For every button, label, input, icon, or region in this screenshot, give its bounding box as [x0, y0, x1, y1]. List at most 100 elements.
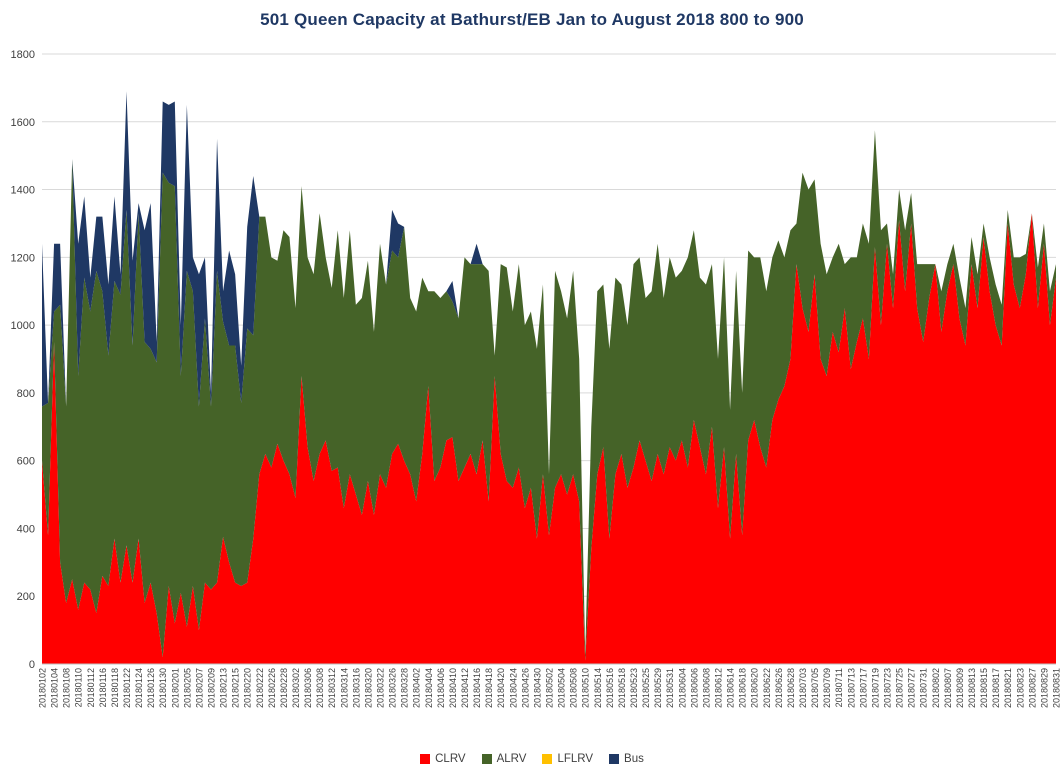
x-tick-label: 20180709 — [822, 668, 832, 708]
legend-label-clrv: CLRV — [435, 753, 466, 765]
x-tick-label: 20180504 — [557, 668, 567, 708]
legend-item-lflrv: LFLRV — [542, 753, 593, 765]
x-tick-label: 20180116 — [98, 668, 108, 707]
x-tick-label: 20180831 — [1052, 668, 1062, 708]
x-tick-label: 20180731 — [919, 668, 929, 708]
x-tick-label: 20180402 — [412, 668, 422, 708]
x-tick-label: 20180306 — [303, 668, 313, 708]
x-tick-label: 20180502 — [545, 668, 555, 708]
x-tick-label: 20180122 — [122, 668, 132, 708]
y-tick-label: 1200 — [11, 252, 35, 264]
x-tick-label: 20180328 — [400, 668, 410, 708]
x-tick-label: 20180108 — [62, 668, 72, 708]
x-tick-label: 20180118 — [110, 668, 120, 707]
chart-title: 501 Queen Capacity at Bathurst/EB Jan to… — [260, 10, 804, 29]
x-tick-label: 20180813 — [967, 668, 977, 708]
y-tick-label: 1800 — [11, 49, 35, 61]
x-tick-label: 20180723 — [883, 668, 893, 708]
x-tick-label: 20180516 — [605, 668, 615, 708]
x-tick-label: 20180622 — [762, 668, 772, 708]
x-tick-label: 20180525 — [641, 668, 651, 708]
lflrv-legend-swatch — [542, 754, 553, 764]
y-tick-label: 400 — [17, 523, 35, 535]
x-tick-label: 20180827 — [1027, 668, 1037, 708]
x-tick-label: 20180717 — [858, 668, 868, 708]
x-tick-label: 20180326 — [388, 668, 398, 708]
x-tick-label: 20180322 — [376, 668, 386, 708]
x-tick-label: 20180628 — [786, 668, 796, 708]
x-tick-label: 20180320 — [363, 668, 373, 708]
x-tick-label: 20180606 — [689, 668, 699, 708]
x-tick-label: 20180228 — [279, 668, 289, 708]
x-tick-label: 20180110 — [74, 668, 84, 707]
x-tick-label: 20180510 — [581, 668, 591, 708]
x-tick-label: 20180703 — [798, 668, 808, 708]
x-tick-label: 20180529 — [653, 668, 663, 708]
x-tick-label: 20180207 — [194, 668, 204, 708]
legend-item-alrv: ALRV — [481, 753, 527, 765]
x-tick-label: 20180508 — [569, 668, 579, 708]
x-tick-label: 20180719 — [870, 668, 880, 708]
legend-label-bus: Bus — [624, 753, 644, 765]
x-tick-label: 20180531 — [665, 668, 675, 708]
x-tick-label: 20180823 — [1015, 668, 1025, 708]
x-tick-label: 20180727 — [907, 668, 917, 708]
x-tick-label: 20180426 — [520, 668, 530, 708]
x-tick-label: 20180215 — [231, 668, 241, 708]
x-tick-label: 20180424 — [508, 668, 518, 708]
x-tick-label: 20180126 — [146, 668, 156, 708]
x-tick-label: 20180725 — [895, 668, 905, 708]
x-tick-label: 20180410 — [448, 668, 458, 708]
bus-legend-swatch — [609, 754, 620, 764]
x-tick-label: 20180620 — [750, 668, 760, 708]
alrv-legend-swatch — [481, 754, 492, 764]
x-tick-label: 20180209 — [207, 668, 217, 708]
area-clrv — [42, 213, 1056, 664]
x-tick-label: 20180802 — [931, 668, 941, 708]
x-tick-label: 20180312 — [327, 668, 337, 708]
x-tick-label: 20180626 — [774, 668, 784, 708]
x-tick-label: 20180618 — [738, 668, 748, 708]
x-tick-label: 20180807 — [943, 668, 953, 708]
legend-item-clrv: CLRV — [420, 753, 466, 765]
x-tick-label: 20180523 — [629, 668, 639, 708]
x-tick-label: 20180316 — [351, 668, 361, 708]
x-tick-label: 20180104 — [50, 668, 60, 708]
x-tick-label: 20180604 — [677, 668, 687, 708]
y-tick-label: 200 — [17, 591, 35, 603]
plot-area: 0 200 400 600 800 1000 1200 1400 1600 1800 2018010… — [11, 49, 1062, 708]
x-tick-label: 20180201 — [170, 668, 180, 708]
clrv-legend-swatch — [420, 754, 431, 764]
x-tick-label: 20180226 — [267, 668, 277, 708]
y-tick-label: 1000 — [11, 320, 35, 332]
y-tick-label: 1600 — [11, 117, 35, 129]
x-tick-label: 20180809 — [955, 668, 965, 708]
x-tick-label: 20180711 — [834, 668, 844, 707]
x-tick-label: 20180124 — [134, 668, 144, 708]
x-tick-label: 20180406 — [436, 668, 446, 708]
legend-label-alrv: ALRV — [496, 753, 527, 765]
y-tick-label: 1400 — [11, 185, 35, 197]
y-tick-label: 0 — [29, 659, 35, 671]
x-tick-label: 20180213 — [219, 668, 229, 708]
x-tick-label: 20180220 — [243, 668, 253, 708]
x-tick-label: 20180314 — [339, 668, 349, 708]
y-tick-label: 800 — [17, 388, 35, 400]
x-tick-label: 20180130 — [158, 668, 168, 708]
x-tick-label: 20180713 — [846, 668, 856, 708]
legend: CLRV ALRV LFLRV Bus — [0, 753, 1064, 765]
x-tick-label: 20180112 — [86, 668, 96, 707]
x-tick-label: 20180821 — [1003, 668, 1013, 708]
x-tick-label: 20180817 — [991, 668, 1001, 708]
x-tick-label: 20180102 — [38, 668, 48, 708]
x-tick-label: 20180412 — [460, 668, 470, 708]
area-alrv — [42, 130, 1056, 661]
x-tick-label: 20180514 — [593, 668, 603, 708]
x-tick-label: 20180302 — [291, 668, 301, 708]
y-tick-label: 600 — [17, 456, 35, 468]
x-tick-label: 20180205 — [182, 668, 192, 708]
x-tick-label: 20180418 — [484, 668, 494, 708]
x-tick-label: 20180815 — [979, 668, 989, 708]
x-tick-label: 20180829 — [1039, 668, 1049, 708]
